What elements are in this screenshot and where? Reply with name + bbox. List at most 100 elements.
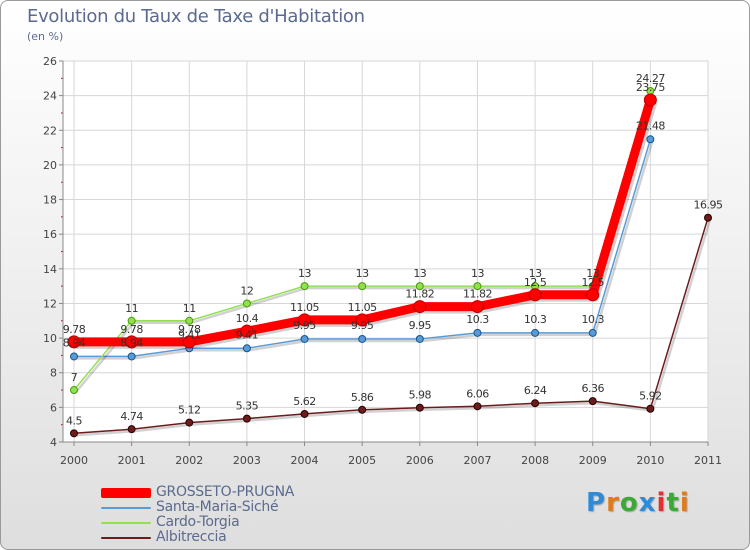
legend-label-cardo-torgia: Cardo-Torgia — [156, 514, 240, 530]
data-label-santa-maria-siche: 9.95 — [293, 319, 316, 332]
data-point-cardo-torgia — [473, 282, 482, 291]
data-label-cardo-torgia: 7 — [71, 371, 78, 384]
data-label-grosseto-prugna: 11.82 — [463, 288, 492, 301]
brand-logo-letter: i — [656, 488, 667, 518]
data-label-santa-maria-siche: 8.94 — [63, 336, 86, 349]
y-tick-label: 20 — [43, 159, 57, 172]
data-label-grosseto-prugna: 9.78 — [120, 323, 143, 336]
legend-swatch-cardo-torgia — [101, 522, 151, 524]
y-tick-label: 14 — [43, 263, 57, 276]
data-label-albitreccia: 5.35 — [236, 400, 259, 413]
legend-item-santa-maria-siche: Santa-Maria-Siché — [101, 499, 361, 515]
data-label-grosseto-prugna: 12.5 — [524, 276, 547, 289]
data-point-santa-maria-siche — [358, 334, 367, 343]
legend-item-albitreccia: Albitreccia — [101, 529, 361, 545]
data-label-albitreccia: 4.74 — [120, 410, 143, 423]
data-point-grosseto-prugna — [413, 300, 427, 314]
data-point-santa-maria-siche — [300, 334, 309, 343]
data-label-albitreccia: 6.24 — [524, 384, 547, 397]
data-label-grosseto-prugna: 9.78 — [178, 323, 201, 336]
data-point-cardo-torgia — [185, 316, 194, 325]
legend-item-grosseto-prugna: GROSSETO-PRUGNA — [101, 484, 361, 500]
data-label-albitreccia: 5.98 — [409, 389, 432, 402]
data-point-santa-maria-siche — [473, 328, 482, 337]
y-tick-label: 22 — [43, 124, 57, 137]
data-point-santa-maria-siche — [646, 135, 655, 144]
y-tick-label: 8 — [50, 367, 57, 380]
data-point-grosseto-prugna — [643, 93, 657, 107]
data-label-grosseto-prugna: 11.05 — [290, 301, 319, 314]
data-point-grosseto-prugna — [125, 335, 139, 349]
data-label-cardo-torgia: 13 — [298, 267, 311, 280]
y-tick-label: 26 — [43, 55, 57, 68]
data-point-grosseto-prugna — [586, 288, 600, 302]
x-tick-label: 2007 — [463, 454, 491, 467]
data-label-albitreccia: 5.12 — [178, 404, 201, 417]
legend: GROSSETO-PRUGNA Santa-Maria-Siché Cardo-… — [101, 484, 361, 545]
x-tick-label: 2000 — [60, 454, 88, 467]
data-label-santa-maria-siche: 9.95 — [409, 319, 432, 332]
data-point-santa-maria-siche — [415, 334, 424, 343]
data-label-grosseto-prugna: 12.5 — [581, 276, 604, 289]
data-label-santa-maria-siche: 8.94 — [120, 336, 143, 349]
legend-swatch-grosseto-prugna — [101, 488, 151, 498]
data-label-cardo-torgia: 13 — [529, 267, 542, 280]
brand-logo-letter: P — [586, 488, 607, 518]
data-point-albitreccia — [127, 425, 136, 434]
data-label-grosseto-prugna: 10.4 — [236, 312, 259, 325]
brand-logo-letter: i — [679, 488, 690, 518]
data-point-cardo-torgia — [242, 299, 251, 308]
data-label-santa-maria-siche: 9.41 — [178, 328, 201, 341]
data-label-albitreccia: 6.36 — [581, 382, 604, 395]
data-point-albitreccia — [70, 429, 78, 438]
data-label-santa-maria-siche: 9.41 — [236, 328, 259, 341]
x-tick-label: 2002 — [175, 454, 203, 467]
y-tick-label: 10 — [43, 332, 57, 345]
data-point-santa-maria-siche — [70, 352, 78, 361]
data-label-cardo-torgia: 13 — [413, 267, 426, 280]
series-line-albitreccia — [73, 216, 709, 435]
data-point-cardo-torgia — [127, 316, 136, 325]
data-point-albitreccia — [358, 405, 367, 414]
data-label-cardo-torgia: 11 — [125, 302, 138, 315]
data-point-albitreccia — [588, 397, 597, 406]
legend-swatch-albitreccia — [101, 537, 151, 539]
data-label-albitreccia: 5.86 — [351, 391, 374, 404]
legend-label-albitreccia: Albitreccia — [156, 529, 227, 545]
data-point-grosseto-prugna — [528, 288, 542, 302]
y-tick-label: 18 — [43, 194, 57, 207]
x-tick-label: 2008 — [521, 454, 549, 467]
x-tick-label: 2009 — [579, 454, 607, 467]
legend-label-santa-maria-siche: Santa-Maria-Siché — [156, 499, 279, 515]
x-tick-label: 2010 — [636, 454, 664, 467]
x-tick-label: 2003 — [233, 454, 261, 467]
data-point-albitreccia — [415, 403, 424, 412]
data-label-santa-maria-siche: 10.3 — [581, 313, 604, 326]
x-tick-label: 2006 — [406, 454, 434, 467]
data-label-cardo-torgia: 11 — [183, 302, 196, 315]
brand-logo-letter: t — [666, 488, 680, 518]
x-tick-label: 2005 — [348, 454, 376, 467]
data-label-santa-maria-siche: 21.48 — [636, 119, 665, 132]
data-point-cardo-torgia — [70, 386, 78, 395]
data-label-grosseto-prugna: 11.82 — [405, 288, 434, 301]
legend-label-grosseto-prugna: GROSSETO-PRUGNA — [156, 484, 295, 500]
brand-logo-letter: r — [606, 488, 620, 518]
y-tick-label: 24 — [43, 90, 57, 103]
y-tick-label: 12 — [43, 297, 57, 310]
data-label-grosseto-prugna: 11.05 — [348, 301, 377, 314]
data-point-grosseto-prugna — [470, 300, 484, 314]
data-label-cardo-torgia: 24.27 — [636, 72, 665, 85]
data-point-grosseto-prugna — [298, 313, 312, 327]
data-point-santa-maria-siche — [531, 328, 540, 337]
x-tick-label: 2001 — [118, 454, 146, 467]
data-label-santa-maria-siche: 9.95 — [351, 319, 374, 332]
plot-area — [63, 61, 708, 442]
data-label-santa-maria-siche: 10.3 — [466, 313, 489, 326]
data-point-santa-maria-siche — [242, 344, 251, 353]
y-tick-label: 4 — [50, 436, 57, 449]
y-tick-label: 16 — [43, 228, 57, 241]
data-point-albitreccia — [531, 399, 540, 408]
